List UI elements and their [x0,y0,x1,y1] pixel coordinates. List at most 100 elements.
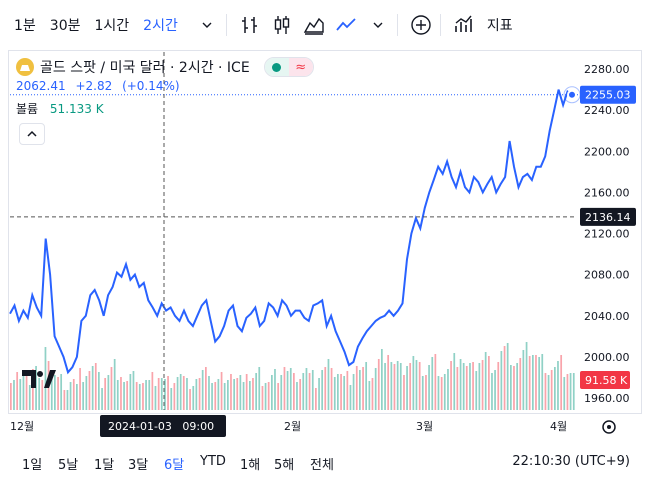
volume-bar [333,377,336,410]
volume-bar [154,386,157,410]
volume-bar [434,354,437,410]
volume-bar [440,377,443,410]
price-axis-tick: 1960.00 [584,392,630,405]
volume-bar [550,370,553,410]
volume-bar [393,364,396,410]
volume-bar [406,366,408,410]
range-3m[interactable]: 3달 [128,458,149,473]
volume-bar [19,379,22,410]
price-legend: 2062.41 +2.82 (+0.14%) [16,79,186,93]
volume-bar [145,380,147,410]
legend-collapse-button[interactable] [19,123,45,145]
volume-bar [110,367,113,410]
volume-bar [519,358,522,410]
volume-bar [321,370,324,410]
range-all[interactable]: 전체 [310,458,334,473]
volume-bar [151,372,154,410]
volume-bar [22,376,25,410]
bar-chart-type-icon[interactable] [235,10,265,40]
volume-bar [132,371,135,410]
chart-settings-gear-icon[interactable] [602,420,616,434]
range-5y[interactable]: 5해 [274,458,295,473]
interval-1h[interactable]: 1시간 [94,18,130,34]
volume-bar [541,354,544,410]
volume-bar [120,377,122,410]
range-6m[interactable]: 6달 [164,458,185,473]
volume-bar [409,363,412,410]
volume-bar [129,374,132,410]
volume-bar [494,370,496,410]
volume-bar [227,380,229,410]
volume-bar [302,373,305,410]
volume-bar [116,380,119,410]
chart-type-dropdown-chevron-icon[interactable] [363,10,393,40]
volume-bar [214,382,217,410]
symbol-legend[interactable]: 골드 스팟 / 미국 달러 · 2시간 · ICE ≈ [16,57,314,77]
volume-bar [563,377,566,410]
volume-bar [277,383,280,410]
volume-bar [217,379,220,410]
volume-bar [274,369,276,410]
candle-chart-type-icon[interactable] [267,10,297,40]
volume-bar [481,360,484,410]
volume-bar [475,371,478,410]
volume-bar [506,343,509,410]
range-1y[interactable]: 1해 [240,458,261,473]
range-1m[interactable]: 1달 [94,458,115,473]
volume-bar [447,369,449,410]
volume-legend[interactable]: 볼륨 51.133 K [16,100,104,117]
indicators-icon[interactable] [449,10,479,40]
volume-bar [557,361,559,410]
price-series-line [9,89,573,375]
gold-coin-icon [16,58,34,76]
volume-bar [359,370,361,410]
volume-tag [580,371,630,389]
add-compare-plus-icon[interactable] [406,10,436,40]
range-1d[interactable]: 1일 [22,458,43,473]
volume-bar [25,375,28,410]
volume-bar [107,375,110,410]
volume-bar [311,370,314,410]
indicators-button[interactable]: 지표 [486,18,513,34]
volume-bar [138,384,141,410]
toolbar-divider [225,14,227,36]
volume-bar [535,355,537,410]
volume-bar [296,382,298,410]
volume-bar [16,372,19,410]
chart-toolbar: 1분 30분 1시간 2시간 지표 [0,0,650,50]
interval-1m[interactable]: 1분 [14,18,36,34]
range-ytd[interactable]: YTD [200,454,226,469]
volume-bar [91,366,94,410]
timezone-clock[interactable]: 22:10:30 (UTC+9) [512,454,630,469]
area-chart-type-icon[interactable] [299,10,329,40]
volume-bar [412,356,415,410]
volume-bar [286,371,289,410]
chart-pane[interactable] [8,50,642,414]
interval-2h[interactable]: 2시간 [143,18,178,34]
volume-bar [547,375,550,410]
volume-bar [148,380,151,410]
volume-bar [54,375,56,410]
volume-bar [230,374,232,410]
price-axis-tick: 2000.00 [584,351,630,364]
volume-bar [258,367,261,410]
price-axis-tick: 2280.00 [584,63,630,76]
volume-bar [569,373,572,410]
volume-tag-text: 91.58 K [585,374,628,387]
volume-bar [513,366,515,410]
range-5d[interactable]: 5날 [58,458,79,473]
volume-bar [371,378,374,410]
interval-dropdown-chevron-icon[interactable] [192,10,222,40]
volume-bar [88,371,91,410]
volume-bar [192,386,195,410]
volume-bar [160,378,163,410]
interval-30m[interactable]: 30분 [49,18,81,34]
volume-bar [528,356,531,410]
volume-bar [421,376,424,410]
market-status-pill[interactable]: ≈ [263,57,314,77]
line-chart-type-icon[interactable] [331,10,361,40]
price-axis-tick: 2120.00 [584,228,630,241]
volume-bar [104,378,107,410]
volume-bar [167,376,169,410]
